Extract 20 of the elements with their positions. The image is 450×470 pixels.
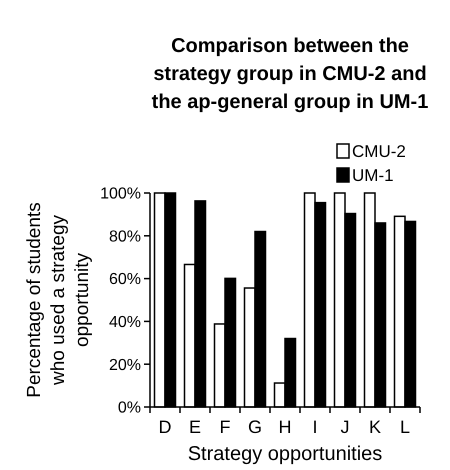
y-tick-label: 60% bbox=[108, 271, 141, 288]
x-tick-label: D bbox=[158, 417, 172, 437]
y-tick-label: 80% bbox=[108, 228, 141, 246]
x-tick-label: H bbox=[278, 417, 292, 437]
x-tick-label: K bbox=[368, 417, 382, 437]
x-tick-label: L bbox=[400, 417, 410, 437]
chart-title: Comparison between the strategy group in CMU-2 and the ap-general group in UM-1 bbox=[152, 35, 428, 113]
x-axis-title: Strategy opportunities bbox=[188, 443, 382, 465]
x-tick-label: I bbox=[312, 417, 318, 437]
legend-label: CMU-2 bbox=[352, 142, 406, 161]
y-tick-label: 0% bbox=[118, 400, 141, 417]
x-tick-label: G bbox=[248, 417, 262, 437]
x-tick-label: F bbox=[220, 417, 230, 437]
y-tick-label: 100% bbox=[100, 186, 141, 203]
x-tick-label: E bbox=[188, 417, 202, 437]
y-axis-title: Percentage of students who used a strategy opportunity bbox=[24, 202, 93, 398]
x-tick-label: J bbox=[340, 417, 350, 437]
y-tick-label: 40% bbox=[108, 314, 141, 331]
y-tick-label: 20% bbox=[108, 356, 141, 374]
legend-label: UM-1 bbox=[352, 166, 394, 185]
